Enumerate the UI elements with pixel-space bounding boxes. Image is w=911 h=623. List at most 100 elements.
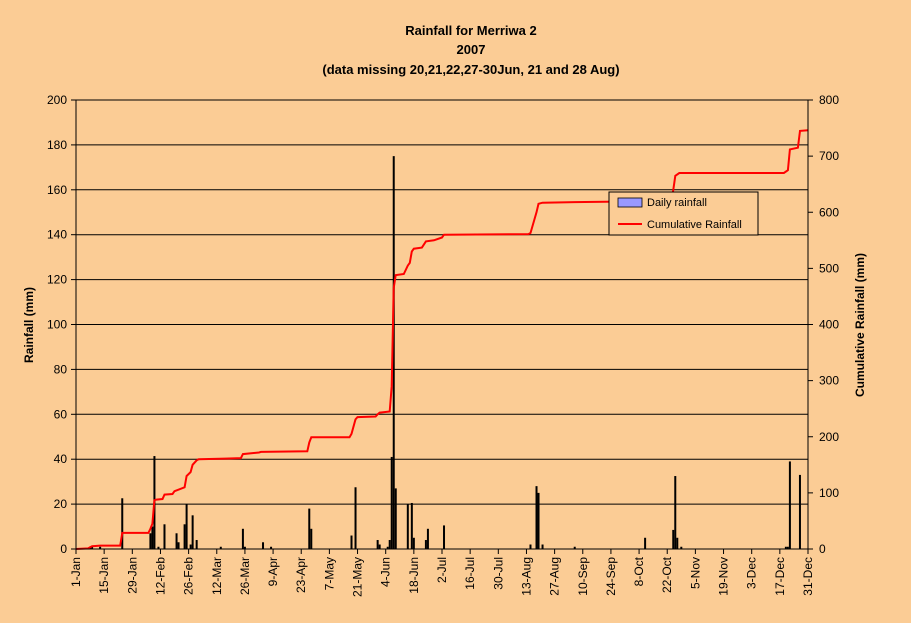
rainfall-bar (149, 533, 152, 549)
x-tick-label: 26-Feb (182, 557, 196, 595)
x-tick-label: 3-Dec (745, 557, 759, 589)
x-tick-label: 26-Mar (238, 557, 252, 595)
x-tick-label: 5-Nov (688, 557, 702, 589)
rainfall-bar (386, 546, 389, 549)
x-tick-label: 21-May (351, 557, 365, 597)
rainfall-bar (680, 546, 683, 549)
y-tick-label: 60 (54, 407, 68, 421)
x-tick-label: 29-Jan (125, 557, 139, 594)
rainfall-bar (424, 540, 427, 549)
rainfall-bar (310, 528, 313, 549)
chart-title-line-1: Rainfall for Merriwa 2 (405, 23, 536, 38)
rainfall-bar (406, 504, 409, 549)
right-axis-ticks: 0 100 200 300 400 500 600 700 800 (808, 93, 839, 556)
rainfall-bar (788, 461, 791, 549)
rainfall-bar (308, 508, 311, 549)
x-tick-label: 12-Mar (210, 557, 224, 595)
rainfall-bar (535, 486, 538, 549)
legend-label-cumulative-rainfall: Cumulative Rainfall (647, 219, 742, 231)
rainfall-bar (537, 492, 540, 549)
legend-label-daily-rainfall: Daily rainfall (647, 197, 707, 209)
x-tick-label: 18-Jun (407, 557, 421, 594)
x-tick-label: 27-Aug (548, 557, 562, 596)
rainfall-bar (798, 474, 801, 549)
rainfall-bar (151, 526, 154, 549)
chart-title: Rainfall for Merriwa 2 2007 (data missin… (322, 23, 619, 77)
legend-swatch-daily-rainfall (617, 197, 643, 208)
rainfall-bar (784, 546, 787, 549)
rainfall-bar (191, 515, 194, 549)
rainfall-bar (392, 156, 395, 549)
x-tick-label: 13-Aug (520, 557, 534, 596)
rainfall-bar (241, 528, 244, 549)
y-tick-label: 200 (47, 93, 67, 107)
left-axis-ticks: 0 20 40 60 80 100 120 140 160 180 200 (47, 93, 76, 556)
x-tick-label: 24-Sep (604, 557, 618, 596)
legend: Daily rainfall Cumulative Rainfall (608, 191, 759, 236)
rainfall-bar (195, 540, 198, 549)
x-axis-ticks: 1-Jan 15-Jan 29-Jan 12-Feb 26-Feb 12-Mar 26-Ma… (69, 549, 815, 597)
y-tick-label: 0 (60, 542, 67, 556)
rainfall-bar (175, 533, 178, 549)
y2-tick-label: 500 (819, 261, 839, 275)
rainfall-bar (394, 488, 397, 549)
y2-tick-label: 100 (819, 486, 839, 500)
rainfall-bar (163, 524, 166, 549)
rainfall-bar (388, 540, 391, 549)
x-tick-label: 4-Jun (379, 557, 393, 587)
rainfall-bar (91, 546, 94, 549)
x-tick-label: 9-Apr (266, 557, 280, 586)
rainfall-bar (426, 528, 429, 549)
chart-title-line-2: 2007 (457, 42, 486, 57)
x-tick-label: 7-May (322, 557, 336, 590)
y-tick-label: 40 (54, 452, 68, 466)
rainfall-bar (183, 524, 186, 549)
x-tick-label: 16-Jul (463, 557, 477, 590)
rainfall-bar (354, 487, 357, 549)
y-tick-label: 140 (47, 228, 67, 242)
y-tick-label: 180 (47, 138, 67, 152)
y-axis-title: Rainfall (mm) (22, 287, 36, 363)
rainfall-bar (443, 525, 446, 549)
y2-tick-label: 0 (819, 542, 826, 556)
rainfall-bar (157, 546, 160, 549)
y2-tick-label: 200 (819, 430, 839, 444)
y2-tick-label: 700 (819, 149, 839, 163)
cumulative-rainfall-line (75, 129, 809, 550)
gridlines (76, 99, 808, 505)
rainfall-bar (177, 542, 180, 549)
rainfall-bar (185, 504, 188, 549)
y-tick-label: 100 (47, 318, 67, 332)
rainfall-bar (644, 537, 647, 549)
rainfall-bar (376, 540, 379, 549)
x-tick-label: 22-Oct (660, 556, 674, 593)
rainfall-bar (219, 546, 222, 549)
rainfall-bar (262, 542, 265, 549)
y2-tick-label: 300 (819, 374, 839, 388)
x-tick-label: 1-Jan (69, 557, 83, 587)
y2-tick-label: 600 (819, 205, 839, 219)
rainfall-bar (410, 502, 413, 549)
y2-tick-label: 800 (819, 93, 839, 107)
x-tick-label: 8-Oct (632, 556, 646, 586)
rainfall-bar (786, 546, 789, 549)
y-tick-label: 80 (54, 362, 68, 376)
x-tick-label: 10-Sep (576, 557, 590, 596)
rainfall-bar (541, 544, 544, 549)
x-tick-label: 23-Apr (294, 557, 308, 593)
daily-rainfall-bars (89, 156, 801, 549)
x-tick-label: 2-Jul (435, 557, 449, 583)
x-tick-label: 30-Jul (491, 557, 505, 590)
rainfall-bar (350, 535, 353, 549)
y-tick-label: 160 (47, 183, 67, 197)
rainfall-bar (99, 546, 102, 549)
rainfall-bar (412, 537, 415, 549)
y2-tick-label: 400 (819, 318, 839, 332)
chart-title-line-3: (data missing 20,21,22,27-30Jun, 21 and … (322, 62, 619, 77)
rainfall-bar (674, 476, 677, 549)
rainfall-bar (676, 537, 679, 549)
rainfall-bar (270, 546, 273, 549)
x-tick-label: 17-Dec (773, 557, 787, 596)
rainfall-bar (390, 456, 393, 549)
